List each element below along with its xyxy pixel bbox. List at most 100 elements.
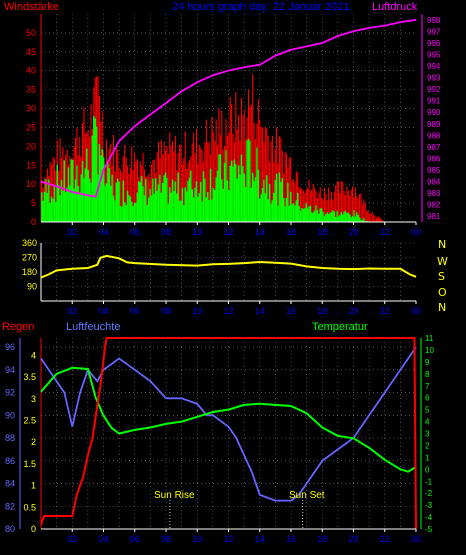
x-tick-label: 22 [380,227,390,237]
label-regen: Regen [2,321,34,333]
x-tick-label: 18 [317,534,327,544]
pressure-tick-label: 996 [427,39,441,48]
pressure-tick-label: 997 [427,27,441,36]
humidity-tick-label: 88 [5,433,15,443]
rain-tick-label: 0.5 [23,502,36,512]
x-tick-label: 14 [255,534,265,544]
wind-tick-label: 40 [26,66,36,76]
direction-tick-label: 180 [22,267,37,277]
pressure-tick-label: 994 [427,62,441,71]
rain-tick-label: 3.5 [23,372,36,382]
x-tick-label: 10 [192,534,202,544]
label-temperatur: Temperatur [312,321,368,333]
pressure-tick-label: 982 [427,201,441,210]
wind-tick-label: 25 [26,122,36,132]
x-tick-label: 22 [380,534,390,544]
x-tick-label: 10 [192,306,202,316]
compass-n-top: N [438,238,446,251]
pressure-tick-label: 995 [427,50,441,59]
humidity-tick-label: 96 [5,342,15,352]
temperature-tick-label: 6 [425,394,430,403]
direction-line [40,254,417,279]
temperature-tick-label: 11 [425,334,434,343]
x-tick-label: 08 [161,227,171,237]
x-tick-label: 12 [223,306,233,316]
humidity-tick-label: 92 [5,388,15,398]
x-tick-label: 00 [411,227,421,237]
pressure-tick-label: 987 [427,143,441,152]
x-tick-label: 08 [161,534,171,544]
label-luftfeuchte: Luftfeuchte [66,321,120,333]
temperature-tick-label: 10 [425,346,434,355]
wind-tick-label: 15 [26,160,36,170]
x-tick-label: 00 [411,534,421,544]
x-tick-label: 06 [130,306,140,316]
temperature-tick-label: 8 [425,370,430,379]
compass-s: S [438,270,445,283]
pressure-tick-label: 986 [427,154,441,163]
rain-humidity-temperature-chart: 80828486889092949600.511.522.533.54-5-4-… [5,334,434,544]
wind-tick-label: 45 [26,47,36,57]
pressure-tick-label: 992 [427,85,441,94]
temperature-tick-label: 4 [425,418,430,427]
x-tick-label: 12 [223,227,233,237]
x-tick-label: 16 [286,534,296,544]
rain-tick-label: 4 [31,350,36,360]
wind-tick-label: 50 [26,28,36,38]
pressure-tick-label: 988 [427,131,441,140]
compass-w: W [437,255,448,268]
pressure-line [40,18,417,198]
x-tick-label: 04 [98,534,108,544]
direction-tick-label: 360 [22,238,37,248]
sunrise-label: Sun Rise [154,490,195,501]
x-tick-label: 14 [255,306,265,316]
temperature-tick-label: 0 [425,465,430,474]
x-tick-label: 20 [348,534,358,544]
temperature-tick-label: -1 [425,477,433,486]
humidity-tick-label: 94 [5,365,15,375]
rain-tick-label: 1 [31,481,36,491]
x-tick-label: 00 [411,306,421,316]
rain-tick-label: 1.5 [23,459,36,469]
wind-tick-label: 20 [26,141,36,151]
pressure-tick-label: 984 [427,178,441,187]
temperature-tick-label: -5 [425,525,433,534]
x-tick-label: 02 [67,534,77,544]
x-tick-label: 02 [67,227,77,237]
x-tick-label: 06 [130,227,140,237]
humidity-line [40,346,417,502]
direction-tick-label: 270 [22,253,37,263]
wind-tick-label: 0 [31,217,36,227]
x-tick-label: 14 [255,227,265,237]
humidity-tick-label: 86 [5,456,15,466]
humidity-tick-label: 84 [5,479,15,489]
pressure-tick-label: 985 [427,166,441,175]
x-tick-label: 18 [317,227,327,237]
wind-pressure-chart: 0 5 10 15 20 25 30 35 40 45 50 981 982 983 984 985 986 98… [26,14,441,237]
compass-n-bottom: N [438,301,446,314]
direction-tick-label: 90 [27,282,37,292]
wind-tick-label: 5 [31,198,36,208]
x-tick-label: 10 [192,227,202,237]
temperature-tick-label: 9 [425,358,430,367]
temperature-line [40,366,417,473]
wind-tick-label: 35 [26,85,36,95]
x-tick-label: 16 [286,306,296,316]
x-tick-label: 02 [67,306,77,316]
temperature-tick-label: -4 [425,513,433,522]
rain-tick-label: 0 [31,524,36,534]
temperature-tick-label: 5 [425,406,430,415]
x-tick-label: 12 [223,534,233,544]
x-tick-label: 22 [380,306,390,316]
pressure-tick-label: 998 [427,16,441,25]
header-windstaerke: Windstärke [4,1,59,13]
sunset-label: Sun Set [289,490,325,501]
pressure-tick-label: 983 [427,189,441,198]
pressure-tick-label: 993 [427,74,441,83]
x-tick-label: 04 [98,227,108,237]
temperature-tick-label: 1 [425,453,430,462]
header-luftdruck: Luftdruck [372,1,418,13]
rain-tick-label: 2.5 [23,415,36,425]
rain-tick-label: 2 [31,437,36,447]
x-tick-label: 06 [130,534,140,544]
